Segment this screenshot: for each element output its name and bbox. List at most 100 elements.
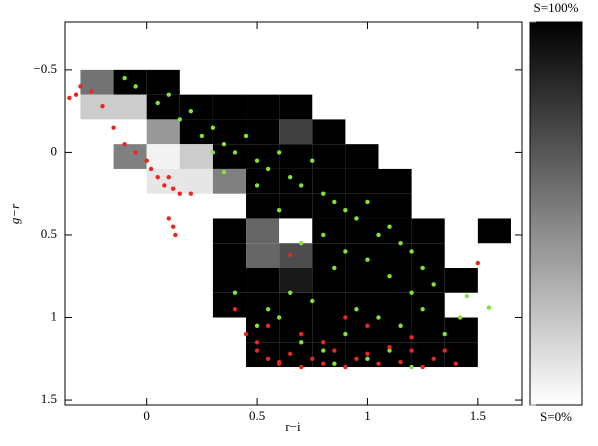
scatter-point [321, 340, 326, 345]
heat-cell [411, 267, 445, 293]
scatter-point [398, 323, 403, 328]
scatter-point [420, 307, 425, 312]
scatter-point [188, 108, 194, 114]
y-tick-label: 1.5 [41, 391, 57, 406]
heat-cell [212, 94, 247, 120]
heat-cell [312, 193, 346, 219]
scatter-point [254, 340, 260, 345]
heat-cell [246, 94, 280, 120]
heat-cell [345, 243, 379, 268]
scatter-point [354, 307, 359, 312]
scatter-point [321, 361, 326, 366]
scatter-point [409, 335, 414, 340]
scatter-point [365, 356, 370, 361]
heat-cell [246, 144, 280, 169]
scatter-point [398, 359, 403, 365]
heat-cell [246, 218, 280, 244]
heat-cell [179, 168, 213, 194]
y-tick-label: −0.5 [33, 61, 57, 76]
scatter-point [310, 356, 315, 361]
scatter-point [343, 331, 348, 337]
heat-cell [113, 94, 147, 120]
heat-cell [279, 267, 313, 293]
scatter-point [420, 364, 425, 370]
scatter-point [265, 307, 271, 312]
scatter-point [210, 125, 216, 130]
scatter-point [299, 340, 304, 345]
heat-cell [312, 292, 346, 318]
heat-cell [279, 342, 313, 368]
scatter-point [442, 331, 447, 337]
scatter-point [387, 274, 392, 279]
scatter-point [144, 158, 149, 163]
heat-cell [444, 317, 478, 343]
scatter-point [343, 249, 348, 254]
y-tick-label: 1 [51, 308, 58, 323]
heat-cell [345, 267, 379, 293]
heat-cell [279, 243, 313, 268]
heat-cell [146, 94, 180, 120]
heat-cell [246, 168, 280, 194]
scatter-point [265, 166, 271, 172]
scatter-point [343, 315, 348, 320]
heat-cell [345, 317, 379, 343]
heat-cell [345, 144, 379, 169]
scatter-point [398, 241, 403, 246]
heat-cell [378, 292, 412, 318]
scatter-point [287, 252, 293, 257]
scatter-point [122, 141, 127, 147]
scatter-point [67, 95, 72, 101]
heat-cell [477, 218, 511, 244]
scatter-point [148, 166, 154, 172]
scatter-point [321, 348, 326, 353]
y-tick-label: 0 [51, 143, 58, 158]
scatter-point [232, 150, 238, 155]
heat-cell [279, 94, 313, 120]
scatter-point [486, 305, 492, 310]
heat-cell [345, 168, 379, 194]
scatter-point [299, 331, 304, 337]
heat-cell [378, 342, 412, 368]
scatter-point [442, 348, 447, 353]
scatter-point [276, 207, 282, 213]
scatter-point [409, 249, 414, 254]
heat-cell [146, 144, 180, 169]
heat-cell [113, 69, 147, 95]
scatter-point [457, 315, 463, 320]
scatter-point [166, 174, 171, 180]
heat-cell [345, 218, 379, 244]
scatter-point [409, 290, 414, 295]
x-tick-label: 1 [364, 408, 371, 423]
x-axis-label: r−i [285, 419, 301, 434]
heat-cell [312, 218, 346, 244]
scatter-point [354, 216, 359, 221]
y-tick-label: 0.5 [41, 226, 57, 241]
heat-cell [279, 168, 313, 194]
heat-cell [378, 317, 412, 343]
scatter-point [232, 290, 238, 295]
scatter-point [199, 133, 205, 139]
scatter-point [122, 75, 127, 81]
heat-cell [179, 94, 213, 120]
heat-cell [279, 119, 313, 145]
scatter-point [170, 186, 176, 191]
heat-cell [378, 218, 412, 244]
scatter-point [254, 323, 260, 328]
scatter-point [188, 191, 194, 196]
scatter-point [332, 361, 337, 366]
scatter-point [332, 265, 337, 271]
heat-cell [411, 317, 445, 343]
heat-cell [212, 119, 247, 145]
scatter-point [166, 216, 171, 221]
scatter-point [376, 232, 381, 238]
scatter-point [89, 89, 94, 94]
scatter-point [365, 199, 370, 205]
scatter-point [310, 158, 315, 163]
scatter-point [221, 141, 227, 147]
heat-cell [312, 342, 346, 368]
heat-cell [279, 317, 313, 343]
scatter-point [276, 150, 282, 155]
scatter-point [173, 232, 178, 238]
heat-cell [411, 218, 445, 244]
scatter-point [354, 356, 359, 361]
